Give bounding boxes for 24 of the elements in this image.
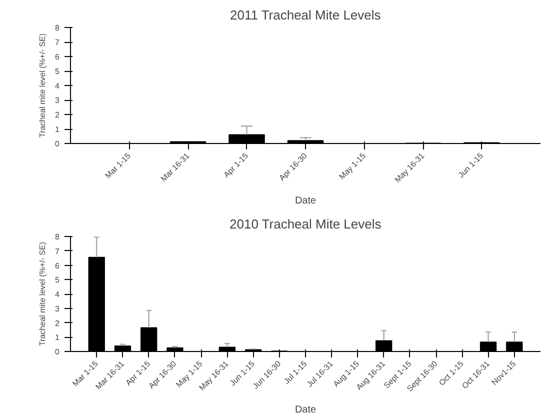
y-tick-label: 1: [55, 125, 60, 134]
y-tick-label: 8: [55, 24, 60, 32]
x-axis-title: Date: [294, 404, 316, 416]
y-tick-label: 8: [55, 232, 60, 242]
y-tick-label: 1: [55, 333, 60, 342]
y-axis-title: Tracheal mite level (%+/- SE): [38, 33, 48, 138]
y-tick-label: 3: [55, 304, 60, 314]
chart-title: 2011 Tracheal Mite Levels: [230, 8, 382, 22]
y-tick-label: 4: [55, 290, 60, 299]
y-tick-label: 0: [55, 140, 60, 148]
x-axis-title: Date: [294, 196, 316, 207]
y-tick-label: 4: [55, 82, 60, 90]
y-axis-title: Tracheal mite level (%+/- SE): [38, 242, 48, 346]
y-tick-label: 7: [55, 246, 60, 256]
y-tick-label: 2: [55, 318, 60, 328]
y-tick-label: 6: [55, 52, 60, 62]
y-tick-label: 7: [55, 38, 60, 47]
chart-title: 2010 Tracheal Mite Levels: [230, 216, 382, 232]
y-tick-label: 2: [55, 110, 60, 120]
y-tick-label: 5: [55, 276, 60, 285]
y-tick-label: 3: [55, 96, 60, 105]
y-tick-label: 6: [55, 261, 60, 270]
y-tick-label: 5: [55, 67, 60, 76]
y-tick-label: 0: [55, 348, 60, 356]
